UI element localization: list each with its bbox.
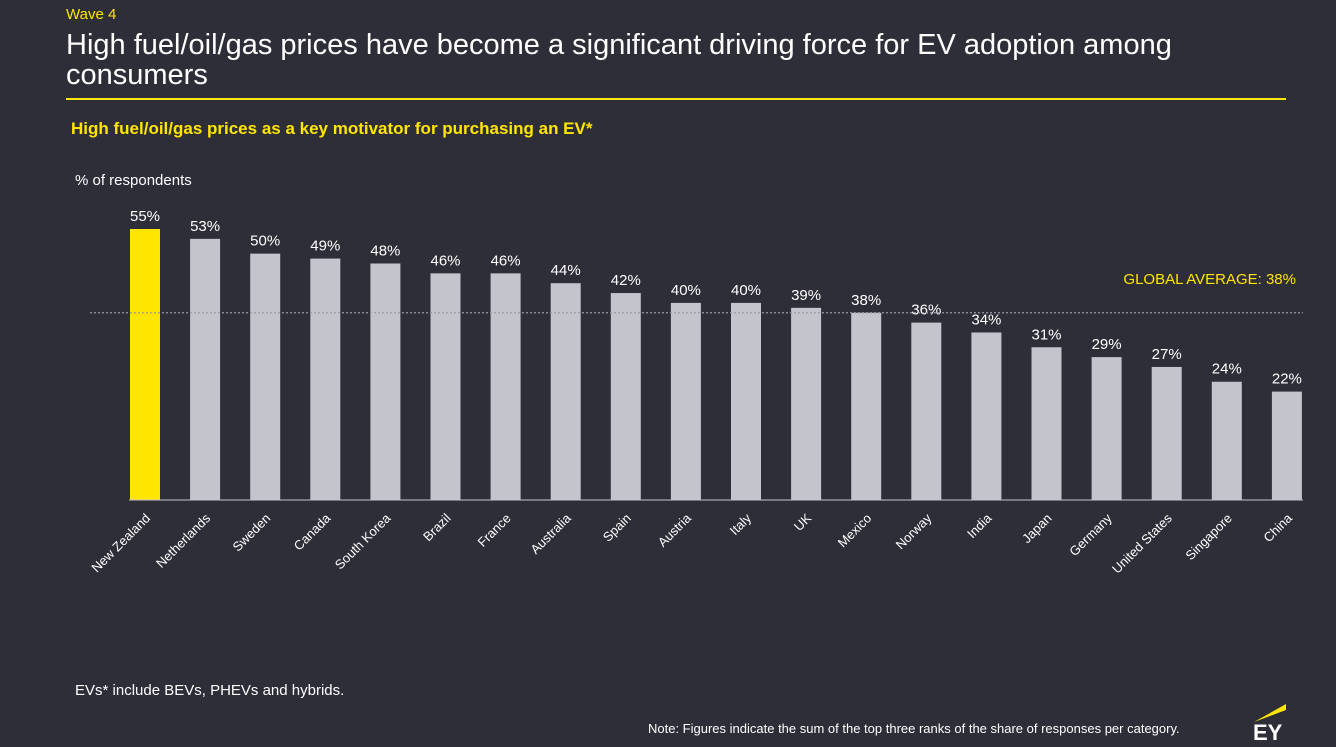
bar xyxy=(310,258,341,500)
data-label: 39% xyxy=(791,287,821,304)
x-tick-label: Austria xyxy=(655,510,695,550)
data-label: 38% xyxy=(851,292,881,309)
x-tick-label: Spain xyxy=(600,511,634,545)
x-tick-label: Netherlands xyxy=(153,510,214,571)
source-note: Note: Figures indicate the sum of the to… xyxy=(648,721,1180,736)
bar xyxy=(1211,381,1242,500)
data-label: 49% xyxy=(310,238,340,255)
data-label: 42% xyxy=(611,272,641,289)
bar-highlight xyxy=(130,229,160,500)
ey-logo: EY xyxy=(1253,704,1286,742)
data-label: 48% xyxy=(370,242,400,259)
data-label: 46% xyxy=(491,252,521,269)
page-title: High fuel/oil/gas prices have become a s… xyxy=(66,29,1172,91)
bar xyxy=(430,273,461,500)
bar xyxy=(250,253,281,500)
y-axis-label: % of respondents xyxy=(75,172,192,189)
bar xyxy=(791,307,822,500)
data-label: 53% xyxy=(190,218,220,235)
x-tick-label: Brazil xyxy=(420,510,454,544)
data-label: 55% xyxy=(130,208,160,225)
data-label: 36% xyxy=(911,302,941,319)
x-tick-label: China xyxy=(1260,510,1295,545)
ey-logo-text: EY xyxy=(1253,720,1283,742)
bar xyxy=(1271,391,1302,500)
x-tick-label: Norway xyxy=(893,510,935,552)
data-label: 50% xyxy=(250,233,280,250)
x-tick-label: United States xyxy=(1109,510,1175,576)
bar xyxy=(971,332,1002,500)
bar xyxy=(190,238,221,500)
data-label: 29% xyxy=(1092,336,1122,353)
data-label: 24% xyxy=(1212,361,1242,378)
title-divider xyxy=(66,98,1286,100)
x-tick-label: Japan xyxy=(1019,511,1055,547)
bar xyxy=(1031,347,1062,500)
x-tick-label: New Zealand xyxy=(88,511,153,576)
chart-subtitle: High fuel/oil/gas prices as a key motiva… xyxy=(71,119,593,138)
data-label: 22% xyxy=(1272,371,1302,388)
bar xyxy=(670,302,701,500)
x-tick-label: Canada xyxy=(291,510,334,553)
x-tick-label: South Korea xyxy=(332,510,394,572)
wave-label: Wave 4 xyxy=(66,6,117,23)
data-label: 34% xyxy=(971,311,1001,328)
x-tick-label: UK xyxy=(791,510,815,534)
x-tick-label: India xyxy=(964,510,995,541)
data-label: 44% xyxy=(551,262,581,279)
data-label: 46% xyxy=(430,252,460,269)
x-tick-label: France xyxy=(474,511,513,550)
x-tick-label: Germany xyxy=(1066,510,1115,559)
bar xyxy=(851,312,882,500)
x-tick-label: Sweden xyxy=(229,511,273,555)
bar xyxy=(1091,357,1122,500)
data-label: 31% xyxy=(1031,326,1061,343)
x-tick-label: Singapore xyxy=(1182,511,1235,564)
bar xyxy=(911,322,942,500)
x-tick-label: Italy xyxy=(727,510,755,538)
footnote: EVs* include BEVs, PHEVs and hybrids. xyxy=(75,682,345,699)
data-label: 40% xyxy=(731,282,761,299)
x-tick-label: Australia xyxy=(527,510,574,557)
bar xyxy=(731,302,761,500)
data-label: 40% xyxy=(671,282,701,299)
global-average-label: GLOBAL AVERAGE: 38% xyxy=(1123,271,1296,288)
bar xyxy=(610,293,641,500)
bar xyxy=(550,283,581,500)
data-label: 27% xyxy=(1152,346,1182,363)
bar xyxy=(1151,366,1182,500)
bar xyxy=(370,263,401,500)
x-tick-label: Mexico xyxy=(835,511,875,551)
bar xyxy=(490,273,521,500)
